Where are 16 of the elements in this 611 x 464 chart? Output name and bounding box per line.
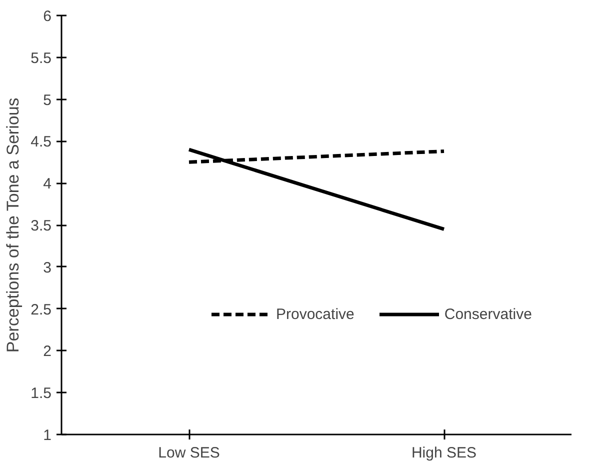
x-tick-label: Low SES (158, 444, 220, 462)
y-tick-label: 2.5 (30, 301, 52, 318)
legend-label: Provocative (276, 306, 354, 322)
y-axis-title: Perceptions of the Tone a Serious (4, 98, 23, 353)
legend-label: Conservative (444, 306, 532, 322)
y-tick-label: 1.5 (30, 385, 52, 402)
x-tick-label: High SES (411, 444, 477, 462)
y-tick-label: 4.5 (30, 134, 52, 151)
y-tick-label: 1 (43, 427, 52, 444)
y-tick-label: 3.5 (30, 218, 52, 234)
y-tick-label: 4 (43, 176, 52, 193)
y-tick-label: 5.5 (30, 50, 52, 67)
y-tick-label: 3 (43, 259, 52, 276)
y-tick-label: 2 (43, 343, 52, 360)
y-tick-label: 6 (43, 8, 52, 25)
y-tick-label: 5 (43, 92, 52, 109)
